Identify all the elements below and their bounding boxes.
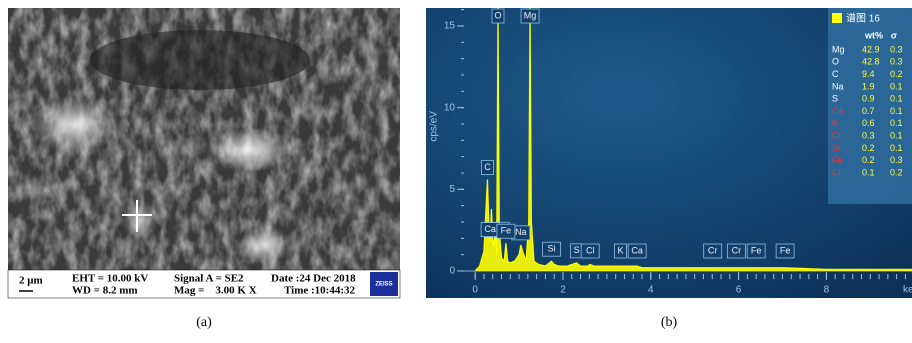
peak-label: Si — [548, 244, 556, 254]
peak-label: C — [484, 162, 491, 172]
wt-value: 0.2 — [862, 143, 875, 153]
element: Fe — [832, 155, 843, 165]
element: Na — [832, 81, 844, 91]
wt-value: 42.8 — [862, 57, 880, 67]
element: O — [832, 57, 839, 67]
element: Mg — [832, 44, 845, 54]
legend-swatch — [832, 13, 842, 23]
peak-label: Ca — [631, 245, 643, 255]
y-tick-label: 15 — [444, 21, 456, 32]
sigma-value: 0.2 — [890, 167, 903, 177]
mag: Mag = 3.00 K X — [174, 285, 257, 297]
peak-label: Cl — [586, 245, 595, 255]
column-header: σ — [891, 30, 897, 40]
x-axis-label: keV — [903, 285, 912, 296]
x-tick-label: 2 — [560, 285, 566, 296]
logo: ZEISS — [375, 282, 392, 288]
wt-value: 9.4 — [862, 69, 875, 79]
peak-label: Fe — [501, 226, 512, 236]
peak-label: Mg — [524, 10, 537, 20]
caption-b: (b) — [661, 315, 678, 330]
wt-value: 0.7 — [862, 106, 875, 116]
peak-label: Cr — [732, 245, 742, 255]
sigma-value: 0.1 — [890, 94, 903, 104]
wd: WD = 8.2 mm — [72, 285, 138, 297]
peak-label: Fe — [780, 245, 791, 255]
wt-value: 0.2 — [862, 155, 875, 165]
wt-value: 0.3 — [862, 130, 875, 140]
signal: Signal A = SE2 — [174, 273, 244, 285]
sem-panel: 2 μm EHT = 10.00 kV WD = 8.2 mm Signal A… — [8, 8, 400, 330]
peak-label: Cr — [708, 245, 718, 255]
wt-value: 0.1 — [862, 167, 875, 177]
sigma-value: 0.2 — [890, 69, 903, 79]
peak-label: O — [494, 10, 501, 20]
peak-label: Na — [515, 227, 527, 237]
x-tick-label: 6 — [736, 285, 742, 296]
sigma-value: 0.3 — [890, 57, 903, 67]
sigma-value: 0.3 — [890, 155, 903, 165]
sigma-value: 0.1 — [890, 143, 903, 153]
column-header: wt% — [864, 30, 883, 40]
x-tick-label: 8 — [824, 285, 830, 296]
element: Si — [832, 143, 840, 153]
sigma-value: 0.1 — [890, 118, 903, 128]
x-tick-label: 0 — [472, 285, 478, 296]
y-axis-label: cps/eV — [429, 111, 440, 142]
y-tick-label: 10 — [444, 102, 456, 113]
peak-label: Fe — [751, 245, 762, 255]
sigma-value: 0.1 — [890, 106, 903, 116]
sigma-value: 0.1 — [890, 81, 903, 91]
element: S — [832, 94, 838, 104]
wt-value: 0.6 — [862, 118, 875, 128]
element: Cl — [832, 130, 841, 140]
wt-value: 1.9 — [862, 81, 875, 91]
eht: EHT = 10.00 kV — [72, 273, 148, 285]
peak-label: K — [617, 245, 623, 255]
scale-bar-label: 2 μm — [19, 275, 43, 287]
figure: 2 μm EHT = 10.00 kV WD = 8.2 mm Signal A… — [0, 0, 912, 343]
legend-label: 谱图 16 — [846, 12, 880, 25]
date: Date :24 Dec 2018 — [271, 273, 356, 285]
caption-a: (a) — [196, 315, 212, 330]
element: Cr — [832, 167, 842, 177]
time: Time :10:44:32 — [284, 285, 355, 297]
peak-label: Ca — [484, 224, 496, 234]
y-tick-label: 5 — [449, 184, 455, 195]
wt-value: 42.9 — [862, 44, 880, 54]
element: K — [832, 118, 838, 128]
y-tick-label: 0 — [449, 266, 455, 277]
sigma-value: 0.1 — [890, 130, 903, 140]
peak-label: S — [574, 245, 580, 255]
sigma-value: 0.3 — [890, 44, 903, 54]
wt-value: 0.9 — [862, 94, 875, 104]
element: Ca — [832, 106, 844, 116]
element: C — [832, 69, 839, 79]
x-tick-label: 4 — [648, 285, 654, 296]
